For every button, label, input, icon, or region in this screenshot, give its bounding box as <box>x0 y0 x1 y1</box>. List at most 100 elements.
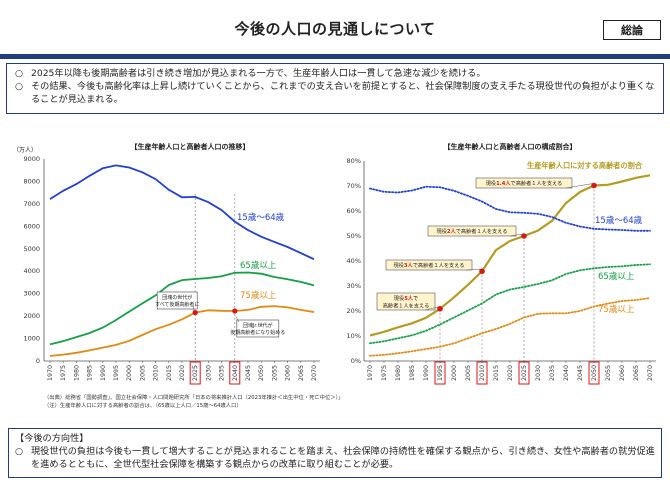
y-tick-label: 1000 <box>23 335 40 343</box>
x-tick-label: 2035 <box>549 365 556 381</box>
x-tick-label: 1980 <box>73 365 80 381</box>
highlight-point <box>192 310 198 316</box>
y-tick-label: 50% <box>347 232 361 240</box>
highlight-year-box <box>434 361 446 385</box>
y-tick-label: 3000 <box>23 290 40 298</box>
x-tick-label: 2005 <box>139 365 146 381</box>
y-tick-label: 7000 <box>23 200 40 208</box>
y-tick-label: 2000 <box>23 312 40 320</box>
x-tick-label: 1990 <box>423 365 430 381</box>
callout-text: 高齢者１人を支える <box>383 302 430 310</box>
highlight-year-box <box>189 361 201 385</box>
x-tick-label: 2065 <box>633 365 640 381</box>
x-tick-label: 2010 <box>153 365 160 381</box>
x-tick-label: 2010 <box>479 365 486 381</box>
callout-box <box>385 259 473 271</box>
annotation-pointer <box>235 315 240 323</box>
series-line <box>369 297 651 357</box>
callout-pointer <box>509 233 524 237</box>
series-line <box>369 174 651 337</box>
series-label: 15歳〜64歳 <box>595 215 643 226</box>
x-tick-label: 2045 <box>245 365 252 381</box>
highlight-point <box>521 233 527 239</box>
x-tick-label: 2050 <box>258 365 265 381</box>
highlight-point <box>437 305 443 312</box>
x-tick-label: 2000 <box>126 365 133 381</box>
x-tick-label: 1985 <box>87 365 94 381</box>
x-tick-label: 2005 <box>465 365 472 381</box>
policy-box: 【今後の方向性】 ○ 現役世代の負担は今後も一貫して増大することが見込まれること… <box>8 428 662 478</box>
chart-title: 【生産年齢人口と高齢者人口の構成割合】 <box>444 142 577 151</box>
callout-text: 現役3人で高齢者１人を支える <box>394 261 465 269</box>
y-tick-label: 20% <box>347 307 361 315</box>
bullet-mark: ○ <box>15 81 24 92</box>
x-tick-label: 1995 <box>113 365 120 381</box>
x-tick-label: 2030 <box>205 365 212 381</box>
annotation-pointer <box>192 304 195 313</box>
series-line <box>49 164 315 261</box>
y-unit-label: （万人） <box>13 147 37 154</box>
x-tick-label: 2060 <box>619 365 626 381</box>
x-tick-label: 2070 <box>647 365 654 381</box>
chart-title: 【生産年齢人口と高齢者人口の推移】 <box>131 142 250 151</box>
annotation-box <box>236 319 280 338</box>
x-tick-label: 1970 <box>47 365 54 381</box>
source-line: （出典）総務省「国勢調査」、国立社会保障・人口問題研究所「日本の将来推計人口（2… <box>44 395 344 401</box>
series-label: 15歳〜64歳 <box>237 212 285 223</box>
highlight-year-box <box>476 361 488 385</box>
highlight-point <box>591 182 597 189</box>
x-tick-label: 2040 <box>232 365 239 381</box>
x-tick-label: 1970 <box>367 365 374 381</box>
policy-heading: 【今後の方向性】 <box>15 433 89 444</box>
series-label: 65歳以上 <box>240 260 277 271</box>
bullet-mark: ○ <box>15 68 24 79</box>
annotation-text: すべて後期高齢者に <box>155 301 199 308</box>
x-tick-label: 1975 <box>60 365 67 381</box>
x-tick-label: 2040 <box>563 365 570 381</box>
highlight-year-box <box>588 361 600 385</box>
callout-pointer <box>424 306 440 311</box>
y-tick-label: 0% <box>351 357 361 365</box>
callout-box <box>475 177 573 189</box>
callout-text: 現役5人で <box>394 294 418 302</box>
policy-text: 現役世代の負担は今後も一貫して増大することが見込まれることを踏まえ、社会保障の持… <box>31 446 655 470</box>
x-tick-label: 1990 <box>100 365 107 381</box>
x-tick-label: 1995 <box>437 365 444 381</box>
x-tick-label: 2055 <box>271 365 278 381</box>
series-line <box>49 271 315 346</box>
y-tick-label: 5000 <box>23 245 40 253</box>
y-tick-label: 80% <box>347 157 361 165</box>
callout-box <box>376 292 436 311</box>
series-line <box>369 185 651 232</box>
note-line: （注）生産年齢人口に対する高齢者の割合は、（65歳以上人口／15歳〜64歳人口） <box>44 402 242 409</box>
y-tick-label: 30% <box>347 282 361 290</box>
series-label: 75歳以上 <box>598 304 635 315</box>
x-tick-label: 2000 <box>451 365 458 381</box>
source-note: （出典）総務省「国勢調査」、国立社会保障・人口問題研究所「日本の将来推計人口（2… <box>44 395 344 410</box>
x-tick-label: 1985 <box>409 365 416 381</box>
section-badge: 総論 <box>603 20 661 40</box>
series-label: 65歳以上 <box>598 271 635 282</box>
series-label: 生産年齢人口に対する高齢者の割合 <box>527 161 643 170</box>
x-tick-label: 2050 <box>591 365 598 381</box>
y-tick-label: 40% <box>347 257 361 265</box>
bullet-mark: ○ <box>15 446 24 457</box>
x-tick-label: 2070 <box>311 365 318 381</box>
x-tick-label: 2015 <box>166 365 173 381</box>
y-tick-label: 10% <box>347 332 361 340</box>
x-tick-label: 2030 <box>535 365 542 381</box>
highlight-year-box <box>518 361 530 385</box>
summary-text: 2025年以降も後期高齢者は引き続き増加が見込まれる一方で、生産年齢人口は一貫し… <box>31 68 486 79</box>
summary-item: ○ 2025年以降も後期高齢者は引き続き増加が見込まれる一方で、生産年齢人口は一… <box>15 67 657 80</box>
annotation-text: 団塊の世代が <box>162 294 192 301</box>
x-tick-label: 1975 <box>381 365 388 381</box>
callout-pointer <box>565 183 594 189</box>
y-tick-label: 70% <box>347 182 361 190</box>
x-tick-label: 2015 <box>493 365 500 381</box>
summary-box: ○ 2025年以降も後期高齢者は引き続き増加が見込まれる一方で、生産年齢人口は一… <box>6 63 664 114</box>
y-tick-label: 4000 <box>23 267 40 275</box>
callout-text: 現役1.4人で高齢者１人を支える <box>486 179 563 187</box>
x-tick-label: 2045 <box>577 365 584 381</box>
annotation-text: 団塊Jr.世代が <box>243 322 273 329</box>
y-tick-label: 8000 <box>23 177 40 185</box>
